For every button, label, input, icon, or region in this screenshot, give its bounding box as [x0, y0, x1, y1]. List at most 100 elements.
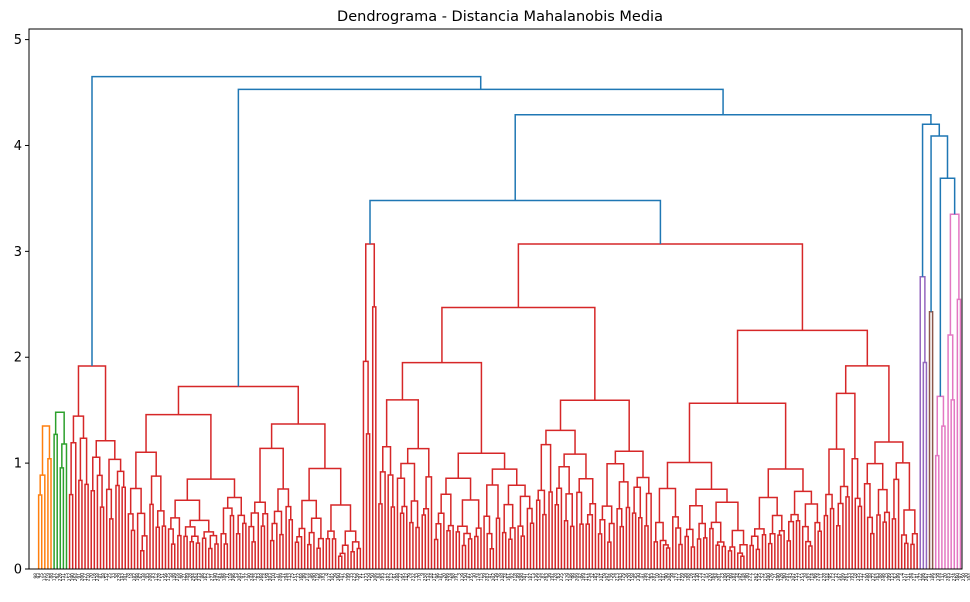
dendrogram-link — [251, 541, 256, 569]
leaf-label: 242 — [386, 573, 392, 581]
dendrogram-link — [579, 523, 584, 569]
leaf-label: 271 — [209, 573, 215, 581]
leaf-label: 212 — [831, 573, 837, 581]
dendrogram-link — [835, 524, 841, 569]
leaf-label: 159 — [265, 573, 271, 581]
dendrogram-link — [37, 494, 43, 569]
leaf-label: 138 — [141, 573, 147, 581]
leaf-label: 289 — [896, 573, 902, 581]
leaf-label: 43 — [788, 573, 794, 579]
leaf-label: 284 — [732, 573, 738, 581]
dendrogram-link — [167, 528, 174, 569]
leaf-label: 219 — [45, 573, 51, 581]
dendrogram-link — [638, 516, 643, 569]
leaf-label: 115 — [478, 573, 484, 581]
dendrogram-link — [645, 492, 652, 569]
dendrogram-link — [378, 503, 383, 569]
dendrogram-link — [678, 543, 683, 569]
leaf-label: 50 — [370, 573, 376, 579]
leaf-label: 125 — [253, 573, 259, 581]
leaf-label: 91 — [358, 573, 364, 579]
dendrogram-link — [362, 360, 369, 569]
dendrogram-link — [248, 525, 255, 569]
dendrogram-link — [666, 461, 713, 490]
dendrogram-link — [922, 361, 928, 569]
dendrogram-link — [688, 402, 787, 470]
leaf-label: 93 — [36, 573, 42, 579]
leaf-label: 124 — [447, 573, 453, 581]
leaf-label: 297 — [785, 573, 791, 581]
leaf-label: 45 — [704, 573, 710, 579]
leaf-label: 209 — [574, 573, 580, 581]
leaf-label: 114 — [809, 573, 815, 581]
dendrogram-link — [893, 478, 900, 569]
leaf-label: 17 — [382, 573, 388, 579]
dendrogram-link — [242, 522, 247, 569]
leaf-label: 253 — [800, 573, 806, 581]
dendrogram-link — [829, 507, 835, 569]
dendrogram-link — [585, 523, 590, 569]
leaf-label: 176 — [769, 573, 775, 581]
dendrogram-link — [161, 525, 167, 569]
leaf-label: 66 — [318, 573, 324, 579]
dendrogram-link — [130, 529, 136, 569]
leaf-label: 191 — [454, 573, 460, 581]
leaf-label: 98 — [33, 573, 39, 579]
leaf-label: 233 — [197, 573, 203, 581]
leaf-label: 204 — [667, 573, 673, 581]
leaf-label: 48 — [868, 573, 874, 579]
dendrogram-link — [644, 525, 649, 569]
leaf-label: 37 — [280, 573, 286, 579]
dendrogram-link — [270, 423, 326, 469]
leaf-label: 21 — [772, 573, 778, 579]
leaf-label: 211 — [432, 573, 438, 581]
dendrogram-link — [569, 525, 575, 569]
leaf-label: 181 — [438, 573, 444, 581]
leaf-label: 143 — [120, 573, 126, 581]
dendrogram-link — [260, 525, 266, 569]
dendrogram-link — [115, 484, 120, 569]
leaf-label: 109 — [840, 573, 846, 581]
dendrogram-link — [337, 555, 343, 569]
leaf-label: 238 — [95, 573, 101, 581]
dendrogram-link — [788, 520, 795, 569]
dendrogram-link — [220, 532, 227, 569]
leaf-label: 144 — [825, 573, 831, 581]
dendrogram-link — [509, 527, 516, 569]
y-tick-label: 2 — [14, 351, 22, 366]
dendrogram-link — [900, 534, 908, 569]
leaf-label: 256 — [163, 573, 169, 581]
leaf-label: 97 — [240, 573, 246, 579]
leaf-label: 225 — [559, 573, 565, 581]
leaf-label: 127 — [82, 573, 88, 581]
leaf-label: 88 — [877, 573, 883, 579]
leaf-label: 255 — [469, 573, 475, 581]
leaf-label: 68 — [451, 573, 457, 579]
dendrogram-link — [440, 493, 452, 526]
leaf-label: 70 — [942, 573, 948, 579]
leaf-label: 5 — [562, 573, 568, 576]
dendrogram-link — [616, 507, 623, 569]
dendrogram-link — [919, 276, 926, 569]
leaf-label: 85 — [633, 573, 639, 579]
leaf-label: 14 — [933, 573, 939, 579]
leaf-label: 249 — [723, 573, 729, 581]
leaf-label: 81 — [98, 573, 104, 579]
leaf-label: 185 — [593, 573, 599, 581]
dendrogram-link — [183, 535, 188, 569]
dendrogram-link — [382, 446, 392, 475]
leaf-label: 282 — [132, 573, 138, 581]
dendrogram-link — [883, 511, 891, 569]
leaf-label: 64 — [219, 573, 225, 579]
leaf-label: 141 — [661, 573, 667, 581]
leaf-label: 59 — [481, 573, 487, 579]
dendrogram-link — [170, 543, 176, 569]
dendrogram-link — [308, 531, 315, 569]
dendrogram-link — [767, 468, 804, 498]
dendrogram-link — [559, 399, 630, 452]
leaf-label: 170 — [417, 573, 423, 581]
leaf-label: 245 — [658, 573, 664, 581]
axes — [28, 28, 963, 570]
leaf-label: 235 — [856, 573, 862, 581]
leaf-label: 247 — [215, 573, 221, 581]
